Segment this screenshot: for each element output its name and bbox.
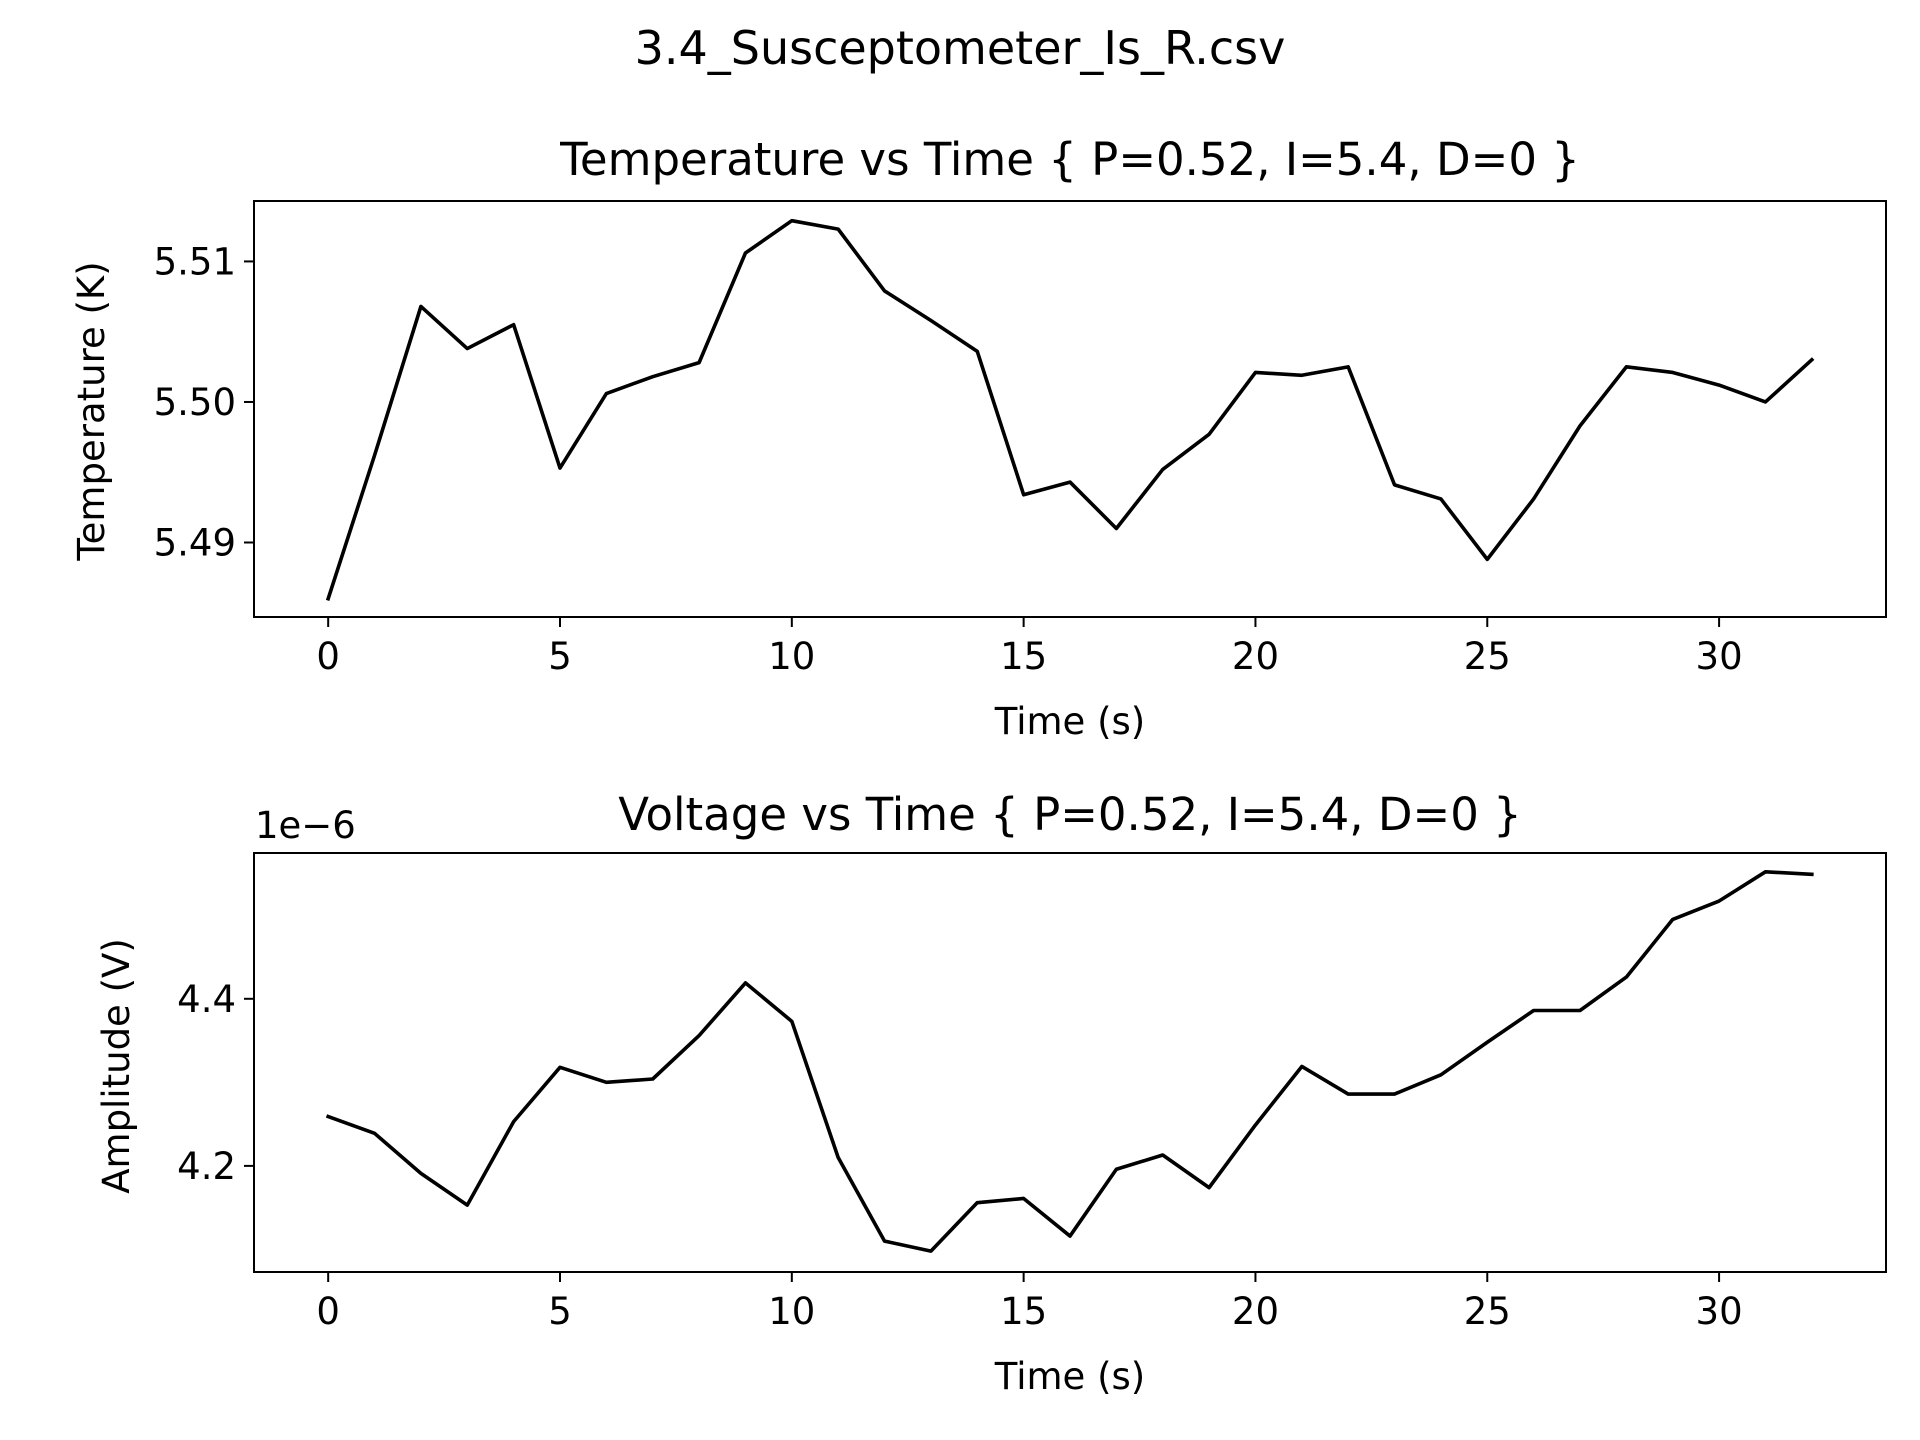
voltage-x-tick-label: 25 (1464, 1290, 1511, 1333)
temperature-x-tick-label: 10 (768, 635, 815, 678)
temperature-y-tick-label: 5.49 (154, 522, 236, 565)
temperature-x-tick-label: 5 (548, 635, 572, 678)
temperature-y-tick-label: 5.50 (154, 381, 236, 424)
temperature-plot-area: 0 5 10 15 20 25 30 5.49 5.50 5.51 (154, 200, 1887, 678)
voltage-axes-frame (253, 852, 1887, 1273)
temperature-x-tick-label: 15 (1000, 635, 1047, 678)
voltage-x-tick-label: 20 (1232, 1290, 1279, 1333)
temperature-series-line (325, 218, 1815, 601)
voltage-plot-area: 0 5 10 15 20 25 30 4.2 4.4 (177, 852, 1887, 1333)
temperature-axes-frame (253, 200, 1887, 618)
temperature-x-tick-label: 30 (1696, 635, 1743, 678)
temperature-y-tick-label: 5.51 (154, 240, 236, 283)
voltage-x-tick-label: 30 (1696, 1290, 1743, 1333)
voltage-chart-title: Voltage vs Time { P=0.52, I=5.4, D=0 } (618, 788, 1522, 841)
temperature-x-tick-label: 20 (1232, 635, 1279, 678)
voltage-y-tick-label: 4.2 (177, 1145, 236, 1188)
voltage-y-tick-label: 4.4 (177, 978, 236, 1021)
voltage-y-axis-label: Amplitude (V) (95, 938, 138, 1194)
temperature-x-tick-label: 25 (1464, 635, 1511, 678)
temperature-x-tick-label: 0 (316, 635, 340, 678)
voltage-y-offset-label: 1e−6 (255, 804, 356, 847)
temperature-x-axis-label: Time (s) (994, 700, 1145, 743)
voltage-x-tick-label: 5 (548, 1290, 572, 1333)
voltage-x-axis-label: Time (s) (994, 1355, 1145, 1398)
voltage-x-tick-label: 10 (768, 1290, 815, 1333)
voltage-series-line (325, 869, 1814, 1253)
temperature-chart-title: Temperature vs Time { P=0.52, I=5.4, D=0… (559, 133, 1580, 186)
temperature-subplot: Temperature vs Time { P=0.52, I=5.4, D=0… (70, 133, 1887, 743)
voltage-subplot: Voltage vs Time { P=0.52, I=5.4, D=0 } 1… (95, 788, 1887, 1398)
voltage-x-tick-label: 15 (1000, 1290, 1047, 1333)
figure-suptitle: 3.4_Susceptometer_Is_R.csv (635, 21, 1286, 75)
voltage-x-tick-label: 0 (316, 1290, 340, 1333)
temperature-y-axis-label: Temperature (K) (70, 261, 113, 561)
